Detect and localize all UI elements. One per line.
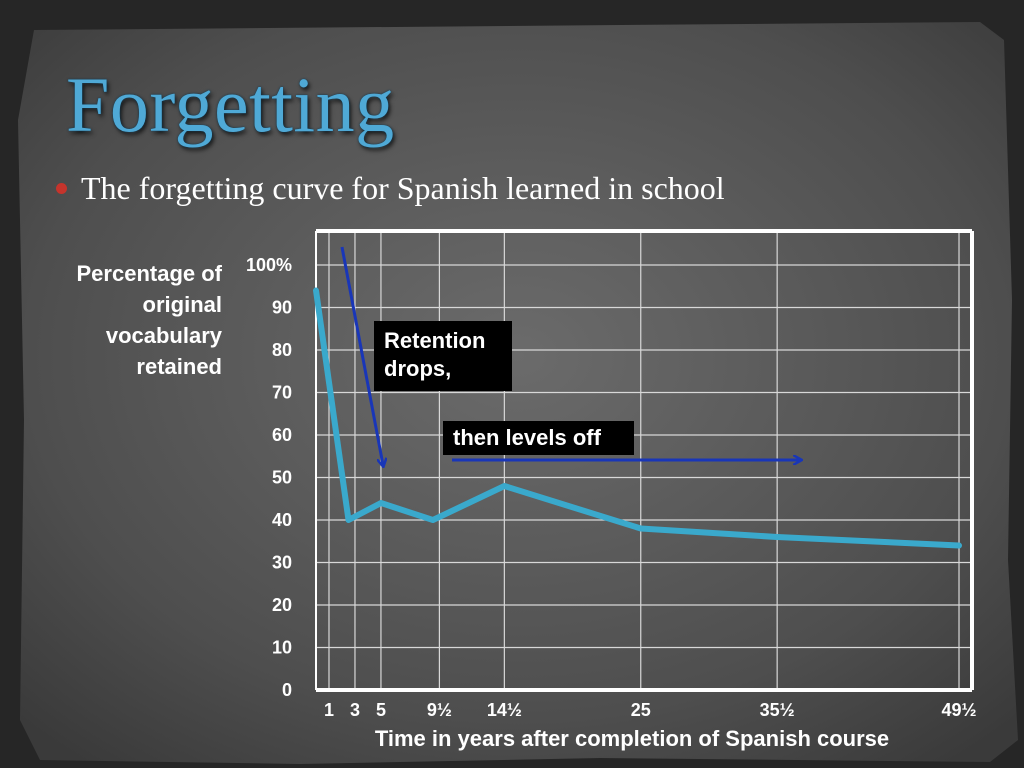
bullet-dot-icon — [56, 183, 67, 194]
bullet-point: The forgetting curve for Spanish learned… — [56, 170, 725, 207]
y-tick-label: 20 — [272, 595, 292, 615]
x-tick-label: 9½ — [427, 700, 452, 720]
y-tick-labels: 0 10 20 30 40 50 60 70 80 90 100% — [246, 255, 292, 700]
x-tick-label: 25 — [631, 700, 651, 720]
x-tick-label: 3 — [350, 700, 360, 720]
chart-grid — [316, 231, 972, 691]
y-tick-label: 30 — [272, 553, 292, 573]
y-tick-label: 0 — [282, 680, 292, 700]
x-axis-label: Time in years after completion of Spanis… — [375, 726, 889, 751]
series-line-0 — [313, 287, 962, 549]
y-tick-label: 70 — [272, 383, 292, 403]
x-tick-label: 49½ — [941, 700, 976, 720]
x-tick-labels: 1 3 5 9½ 14½ 25 35½ 49½ — [324, 700, 977, 720]
x-tick-label: 5 — [376, 700, 386, 720]
levels-off-callout: then levels off — [443, 421, 634, 455]
slide-title: Forgetting — [66, 61, 395, 148]
y-tick-label: 90 — [272, 298, 292, 318]
y-tick-label: 60 — [272, 425, 292, 445]
y-tick-label: 40 — [272, 510, 292, 530]
drop-arrow — [340, 246, 383, 465]
x-tick-label: 35½ — [760, 700, 795, 720]
x-tick-label: 1 — [324, 700, 334, 720]
y-tick-label: 10 — [272, 638, 292, 658]
retention-drops-callout: Retention drops, — [374, 321, 512, 391]
y-tick-label: 100% — [246, 255, 292, 275]
x-tick-label: 14½ — [487, 700, 522, 720]
y-tick-label: 50 — [272, 468, 292, 488]
bullet-text: The forgetting curve for Spanish learned… — [81, 170, 725, 206]
chart-series — [313, 287, 962, 549]
y-tick-label: 80 — [272, 340, 292, 360]
annotation-arrows — [340, 246, 800, 465]
y-axis-label: Percentage of original vocabulary retain… — [76, 261, 223, 379]
